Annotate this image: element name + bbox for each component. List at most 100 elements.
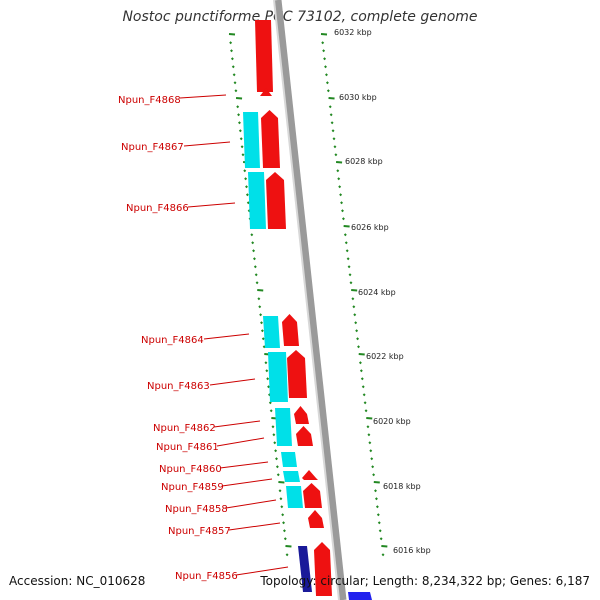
- scale-tick: [352, 305, 356, 309]
- scale-tick: [281, 513, 285, 517]
- gene-label[interactable]: Npun_F4861: [156, 442, 219, 453]
- scale-label: 6022 kbp: [366, 352, 404, 361]
- scale-tick: [255, 281, 259, 285]
- scale-tick: [353, 313, 357, 317]
- scale-tick: [325, 81, 329, 85]
- scale-tick: [378, 529, 382, 533]
- scale-tick: [354, 321, 358, 325]
- cds-feature: [263, 316, 280, 348]
- scale-tick: [377, 521, 381, 525]
- scale-tick: [345, 249, 349, 253]
- gene-label[interactable]: Npun_F4863: [147, 381, 210, 392]
- gene-label[interactable]: Npun_F4857: [168, 526, 231, 537]
- scale-tick: [273, 441, 277, 445]
- scale-tick: [259, 313, 263, 317]
- gene-arrow: [303, 483, 322, 508]
- scale-tick: [341, 217, 345, 221]
- scale-tick: [283, 537, 287, 541]
- scale-label: 6018 kbp: [383, 482, 421, 491]
- scale-tick: [366, 417, 373, 420]
- gene-label[interactable]: Npun_F4864: [141, 335, 204, 346]
- cds-feature: [243, 112, 260, 168]
- scale-tick: [364, 409, 368, 413]
- gene-arrows[interactable]: [255, 20, 332, 596]
- scale-tick: [349, 281, 353, 285]
- scale-tick: [337, 177, 341, 181]
- label-line: [209, 378, 256, 386]
- gene-arrow: [314, 542, 332, 596]
- gene-arrow: [255, 20, 273, 92]
- scale-tick: [253, 265, 257, 269]
- scale-tick: [239, 137, 243, 141]
- scale-tick: [278, 489, 282, 493]
- scale-tick: [358, 361, 362, 365]
- scale-tick: [275, 457, 278, 461]
- scale-tick: [276, 473, 280, 477]
- scale-tick: [333, 145, 337, 149]
- scale-tick: [235, 97, 243, 100]
- scale-tick: [243, 169, 247, 173]
- scale-tick: [330, 121, 334, 125]
- gene-arrow: [302, 470, 318, 480]
- scale-tick: [338, 185, 342, 189]
- rna-feature: [298, 546, 312, 592]
- accession-text: Accession: NC_010628: [9, 574, 146, 588]
- scale-tick: [230, 57, 234, 61]
- scale-tick: [370, 457, 374, 461]
- cds-features[interactable]: [243, 112, 303, 508]
- gene-label[interactable]: Npun_F4866: [126, 203, 189, 214]
- scale-tick: [357, 345, 360, 349]
- scale-tick: [326, 89, 330, 93]
- label-line: [203, 333, 250, 340]
- scale-tick: [240, 145, 244, 149]
- scale-tick: [359, 369, 363, 373]
- scale-tick: [325, 73, 328, 77]
- scale-label: 6030 kbp: [339, 93, 377, 102]
- scale-tick: [331, 129, 335, 133]
- gene-label[interactable]: Npun_F4859: [161, 482, 224, 493]
- scale-tick: [374, 497, 378, 501]
- scale-tick: [358, 353, 365, 356]
- scale-tick: [267, 385, 271, 389]
- gene-arrow: [266, 172, 286, 229]
- scale-tick: [238, 129, 242, 133]
- label-line: [228, 522, 281, 531]
- scale-tick: [366, 425, 370, 429]
- cds-feature: [275, 408, 292, 446]
- gene-arrow: [261, 110, 280, 168]
- cds-feature: [268, 352, 288, 402]
- scale-tick: [275, 465, 279, 469]
- scale-tick: [347, 265, 351, 269]
- scale-tick: [379, 537, 383, 541]
- gene-label[interactable]: Npun_F4860: [159, 464, 222, 475]
- reverse-strand-gene[interactable]: [348, 592, 372, 600]
- scale-tick: [245, 193, 249, 197]
- scale-tick: [233, 81, 237, 85]
- label-line: [213, 420, 261, 428]
- scale-tick: [278, 481, 285, 484]
- scale-tick: [376, 513, 380, 517]
- gene-label[interactable]: Npun_F4856: [175, 571, 238, 582]
- gene-arrow: [294, 406, 309, 424]
- cds-feature: [281, 452, 297, 467]
- gene-label[interactable]: Npun_F4868: [118, 95, 181, 106]
- scale-tick: [320, 33, 328, 36]
- scale-tick: [363, 401, 367, 405]
- gene-arrow: [282, 314, 299, 346]
- scale-tick: [236, 105, 240, 109]
- scale-tick: [257, 289, 264, 292]
- scale-tick: [229, 41, 233, 45]
- scale-tick: [328, 105, 332, 109]
- scale-tick: [268, 401, 272, 405]
- label-line: [219, 461, 269, 469]
- rna-features[interactable]: [298, 546, 312, 592]
- label-line: [183, 141, 231, 147]
- gene-label[interactable]: Npun_F4862: [153, 423, 216, 434]
- scale-tick: [274, 449, 278, 453]
- gene-label[interactable]: Npun_F4858: [165, 504, 228, 515]
- scale-tick: [323, 57, 327, 61]
- scale-tick: [341, 209, 344, 213]
- scale-tick: [237, 121, 241, 125]
- gene-label[interactable]: Npun_F4867: [121, 142, 184, 153]
